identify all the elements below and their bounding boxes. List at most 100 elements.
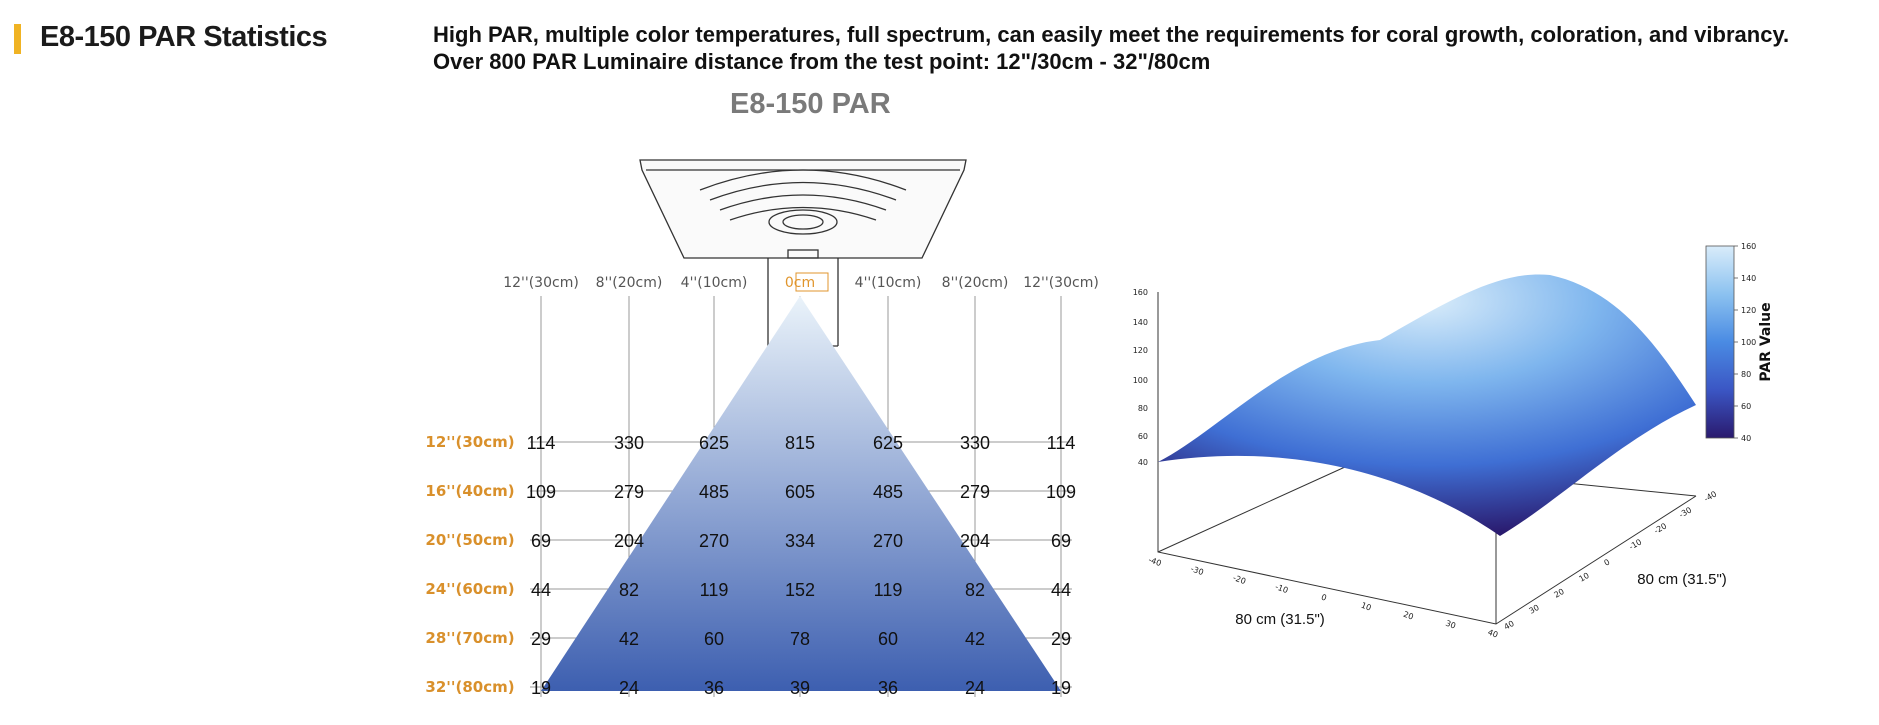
- x-tick-label: -10: [1274, 582, 1289, 595]
- par-value-cell: 109: [1046, 482, 1076, 502]
- surface-axes: [1157, 292, 1697, 625]
- z-tick-label: 160: [1133, 288, 1148, 297]
- colorbar-tick-label: 120: [1741, 306, 1756, 315]
- colorbar-tick-label: 160: [1741, 242, 1756, 251]
- title-accent-bar: [14, 24, 21, 54]
- y-tick-label: 10: [1578, 571, 1591, 584]
- par-value-cell: 24: [619, 678, 639, 698]
- row-label: 20''(50cm): [425, 531, 514, 549]
- par-value-cell: 19: [1051, 678, 1071, 698]
- column-label: 0cm: [785, 275, 815, 291]
- par-value-cell: 279: [614, 482, 644, 502]
- par-value-cell: 279: [960, 482, 990, 502]
- y-tick-label: -40: [1703, 489, 1719, 503]
- par-value-cell: 39: [790, 678, 810, 698]
- par-value-cell: 270: [873, 531, 903, 551]
- par-value-cell: 36: [878, 678, 898, 698]
- z-tick-label: 60: [1138, 432, 1148, 441]
- par-value-cell: 44: [531, 580, 551, 600]
- par-chart-title: E8-150 PAR: [730, 88, 891, 120]
- row-label: 32''(80cm): [425, 678, 514, 696]
- par-value-cell: 114: [527, 433, 556, 453]
- par-value-cell: 82: [965, 580, 985, 600]
- column-label: 4''(10cm): [855, 275, 922, 291]
- description-line-1: High PAR, multiple color temperatures, f…: [433, 22, 1790, 47]
- colorbar-tick-label: 60: [1741, 402, 1751, 411]
- par-value-cell: 109: [526, 482, 556, 502]
- par-value-cell: 119: [874, 580, 903, 600]
- par-value-cell: 24: [965, 678, 985, 698]
- column-label: 12''(30cm): [1023, 275, 1099, 291]
- z-tick-label: 140: [1133, 318, 1148, 327]
- par-value-cell: 485: [873, 482, 903, 502]
- par-value-cell: 114: [1047, 433, 1076, 453]
- colorbar-tick-label: 80: [1741, 370, 1751, 379]
- par-value-cell: 204: [960, 531, 990, 551]
- y-axis-label: 80 cm (31.5"): [1637, 571, 1727, 588]
- par-value-cell: 625: [873, 433, 903, 453]
- z-tick-label: 40: [1138, 458, 1148, 467]
- par-value-cell: 334: [785, 531, 815, 551]
- column-label: 12''(30cm): [503, 275, 579, 291]
- column-label: 8''(20cm): [596, 275, 663, 291]
- par-value-cell: 29: [531, 629, 551, 649]
- y-tick-label: -20: [1653, 521, 1669, 535]
- par-value-cell: 69: [531, 531, 551, 551]
- y-tick-label: 20: [1553, 587, 1566, 600]
- row-label: 12''(30cm): [425, 433, 514, 451]
- x-tick-label: -30: [1189, 564, 1204, 577]
- x-tick-label: -20: [1232, 573, 1247, 586]
- column-label: 8''(20cm): [942, 275, 1009, 291]
- colorbar-tick-label: 100: [1741, 338, 1756, 347]
- y-tick-label: -10: [1628, 537, 1644, 551]
- x-tick-label: 40: [1487, 628, 1500, 640]
- par-value-cell: 60: [878, 629, 898, 649]
- x-tick-label: 30: [1444, 619, 1457, 631]
- par-value-cell: 204: [614, 531, 644, 551]
- par-surface: [1158, 274, 1696, 536]
- row-label: 24''(60cm): [425, 580, 514, 598]
- z-tick-label: 100: [1133, 376, 1148, 385]
- par-value-cell: 60: [704, 629, 724, 649]
- par-value-cell: 605: [785, 482, 815, 502]
- x-axis-label: 80 cm (31.5"): [1235, 611, 1325, 628]
- center-column-marker: [795, 272, 829, 292]
- page-title: E8-150 PAR Statistics: [40, 21, 328, 53]
- par-value-cell: 625: [699, 433, 729, 453]
- y-tick-label: 30: [1528, 603, 1541, 616]
- column-label: 4''(10cm): [681, 275, 748, 291]
- x-tick-label: 0: [1320, 593, 1328, 603]
- par-value-cell: 42: [619, 629, 639, 649]
- colorbar-tick-label: 140: [1741, 274, 1756, 283]
- row-label: 28''(70cm): [425, 629, 514, 647]
- colorbar-tick-label: 40: [1741, 434, 1751, 443]
- z-tick-label: 80: [1138, 404, 1148, 413]
- light-cone: [541, 296, 1061, 691]
- colorbar-label: PAR Value: [1758, 302, 1774, 381]
- y-tick-label: 40: [1503, 619, 1516, 632]
- par-value-cell: 42: [965, 629, 985, 649]
- par-value-cell: 330: [614, 433, 644, 453]
- par-value-cell: 44: [1051, 580, 1071, 600]
- par-value-cell: 485: [699, 482, 729, 502]
- par-value-cell: 119: [700, 580, 729, 600]
- par-value-cell: 152: [785, 580, 815, 600]
- par-value-cell: 78: [790, 629, 810, 649]
- par-value-cell: 36: [704, 678, 724, 698]
- y-tick-label: -30: [1678, 505, 1694, 519]
- par-value-cell: 270: [699, 531, 729, 551]
- z-tick-label: 120: [1133, 346, 1148, 355]
- par-value-cell: 69: [1051, 531, 1071, 551]
- description-line-2: Over 800 PAR Luminaire distance from the…: [433, 49, 1211, 74]
- row-label: 16''(40cm): [425, 482, 514, 500]
- y-tick-label: 0: [1603, 557, 1612, 567]
- par-value-cell: 330: [960, 433, 990, 453]
- colorbar: [1705, 245, 1735, 439]
- luminaire-icon: [639, 159, 967, 347]
- x-tick-label: -40: [1147, 555, 1162, 568]
- x-tick-label: 10: [1360, 601, 1373, 613]
- par-value-cell: 29: [1051, 629, 1071, 649]
- x-tick-label: 20: [1402, 610, 1415, 622]
- par-value-cell: 19: [531, 678, 551, 698]
